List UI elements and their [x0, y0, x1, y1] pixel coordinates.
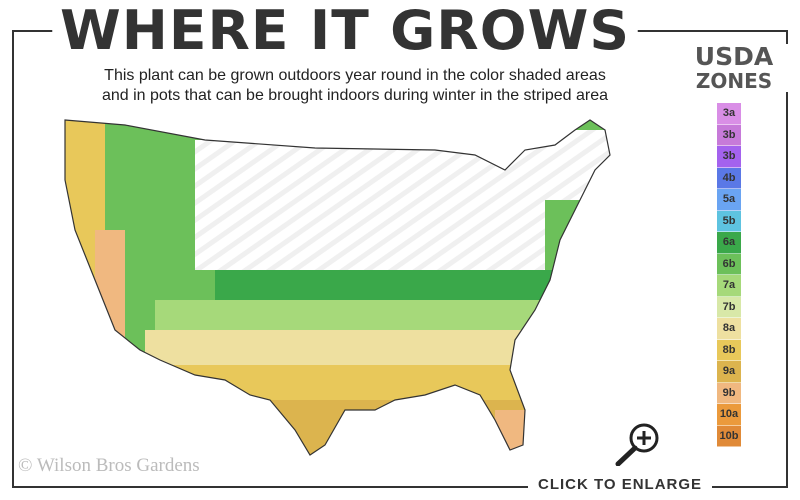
legend-zone-8a: 8a	[717, 318, 741, 340]
zoom-in-icon[interactable]	[612, 422, 662, 466]
subtitle: This plant can be grown outdoors year ro…	[40, 66, 670, 106]
us-outline	[64, 119, 611, 456]
copyright-watermark: © Wilson Bros Gardens	[18, 455, 200, 476]
legend-title-line-2: ZONES	[695, 69, 773, 93]
legend-zone-5b: 5b	[717, 210, 741, 232]
subtitle-line-2: and in pots that can be brought indoors …	[101, 87, 609, 104]
us-zone-map[interactable]	[55, 110, 645, 470]
legend-zone-5a: 5a	[717, 189, 741, 211]
page-title: WHERE IT GROWS	[52, 0, 638, 62]
zone-legend: 3a 3b 3b 4b 5a 5b 6a 6b 7a 7b 8a 8b 9a 9b 10a 10b	[717, 103, 741, 447]
legend-zone-7b: 7b	[717, 296, 741, 318]
legend-title: USDA ZONES	[678, 44, 790, 92]
legend-zone-9b: 9b	[717, 382, 741, 404]
legend-zone-7a: 7a	[717, 275, 741, 297]
legend-zone-6b: 6b	[717, 253, 741, 275]
zone-fills	[65, 120, 610, 455]
legend-zone-4b: 4b	[717, 167, 741, 189]
legend-zone-3b: 3b	[717, 124, 741, 146]
legend-zone-8b: 8b	[717, 339, 741, 361]
legend-title-line-1: USDA	[694, 42, 774, 71]
legend-zone-3b: 3b	[717, 146, 741, 168]
legend-zone-3a: 3a	[717, 103, 741, 125]
subtitle-line-1: This plant can be grown outdoors year ro…	[104, 67, 606, 84]
legend-zone-6a: 6a	[717, 232, 741, 254]
legend-zone-9a: 9a	[717, 361, 741, 383]
click-to-enlarge-link[interactable]: CLICK TO ENLARGE	[528, 476, 713, 493]
legend-zone-10a: 10a	[717, 404, 741, 426]
legend-zone-10b: 10b	[717, 425, 741, 447]
